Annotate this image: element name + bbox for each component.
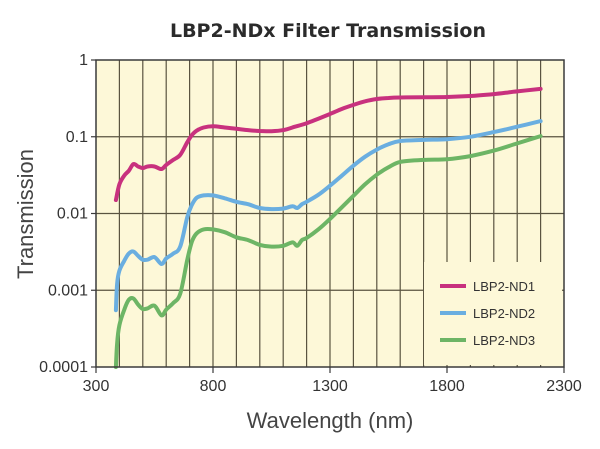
legend-label: LBP2-ND3: [473, 333, 535, 348]
legend: LBP2-ND1 LBP2-ND2 LBP2-ND3: [424, 262, 562, 365]
y-tick-label: 0.0001: [39, 359, 88, 376]
legend-label: LBP2-ND1: [473, 279, 535, 294]
series-line-lbp2-nd1: [113, 86, 543, 202]
ticks: 300 800 1300 1800 2300 1 0.1 0.01 0.001 0.0001: [39, 52, 582, 395]
series-line-lbp2-nd3: [113, 134, 543, 369]
y-axis-label: Transmission: [13, 149, 38, 279]
x-tick-label: 1800: [429, 378, 465, 395]
x-tick-label: 2300: [546, 378, 582, 395]
chart-title: LBP2-NDx Filter Transmission: [170, 20, 486, 42]
legend-label: LBP2-ND2: [473, 306, 535, 321]
x-tick-label: 800: [200, 378, 227, 395]
y-tick-label: 0.01: [57, 206, 88, 223]
y-tick-label: 1: [79, 52, 88, 69]
x-tick-label: 1300: [312, 378, 348, 395]
series-line-lbp2-nd2: [113, 119, 543, 313]
x-axis-label: Wavelength (nm): [247, 408, 414, 433]
y-tick-label: 0.1: [66, 129, 88, 146]
x-tick-label: 300: [83, 378, 110, 395]
y-tick-label: 0.001: [48, 282, 88, 299]
series-group: [113, 86, 543, 369]
